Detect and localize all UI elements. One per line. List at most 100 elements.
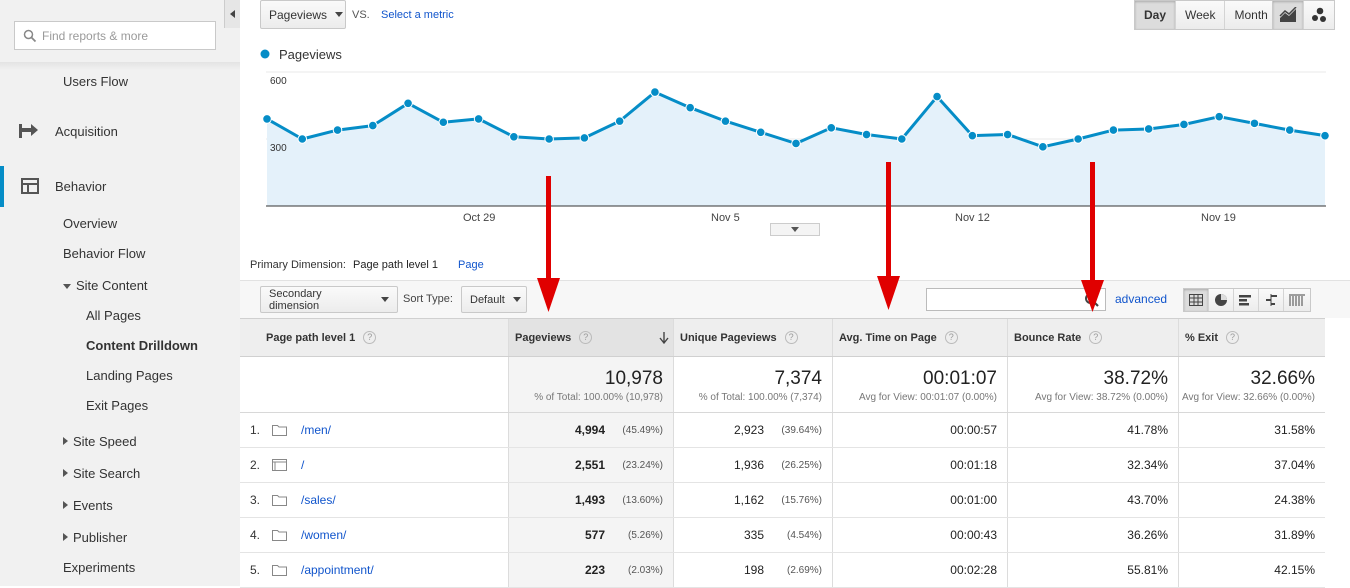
- advanced-filter-link[interactable]: advanced: [1115, 292, 1168, 306]
- data-view-button[interactable]: [1184, 289, 1209, 311]
- percentage-view-button[interactable]: [1209, 289, 1234, 311]
- data-point[interactable]: [509, 131, 519, 142]
- sort-type-dropdown[interactable]: Default: [461, 286, 527, 313]
- page-path-link[interactable]: /sales/: [301, 493, 336, 507]
- header-page-path[interactable]: Page path level 1?: [240, 319, 509, 356]
- sidebar-item-content-drilldown[interactable]: Content Drilldown: [86, 338, 198, 353]
- period-day-button[interactable]: Day: [1135, 1, 1177, 29]
- data-point[interactable]: [262, 114, 272, 124]
- sidebar-item-landing-pages[interactable]: Landing Pages: [86, 368, 173, 383]
- data-point[interactable]: [897, 134, 907, 144]
- header-pageviews[interactable]: Pageviews?: [509, 319, 674, 356]
- table-row[interactable]: 4. /women/577 (5.26%) 335 (4.54%) 00:00:43 36.…: [240, 518, 1325, 553]
- data-point[interactable]: [650, 87, 660, 97]
- metric-dropdown[interactable]: Pageviews: [260, 0, 346, 29]
- data-point[interactable]: [368, 120, 378, 131]
- data-point[interactable]: [297, 134, 308, 144]
- data-point[interactable]: [332, 125, 343, 135]
- header-label: Page path level 1: [266, 331, 356, 344]
- sidebar-item-site-content[interactable]: Site Content: [63, 278, 148, 293]
- exit-cell: 31.89%: [1179, 518, 1325, 552]
- data-point[interactable]: [1179, 119, 1189, 130]
- chart-expand-toggle[interactable]: [770, 223, 820, 236]
- select-metric-link[interactable]: Select a metric: [381, 9, 454, 21]
- performance-view-button[interactable]: [1234, 289, 1259, 311]
- sidebar-item-behavior[interactable]: Behavior: [55, 179, 107, 194]
- data-point[interactable]: [720, 116, 731, 126]
- data-point[interactable]: [614, 116, 625, 126]
- pageviews-value: 4,994: [574, 423, 605, 437]
- sidebar-item-publisher[interactable]: Publisher: [63, 530, 127, 545]
- search-input[interactable]: [42, 28, 212, 43]
- period-month-button[interactable]: Month: [1225, 1, 1277, 29]
- data-point[interactable]: [1108, 125, 1119, 135]
- table-row[interactable]: 2. / 2,551 (23.24%) 1,936 (26.25%) 00:01:18 32.…: [240, 448, 1325, 483]
- help-icon[interactable]: ?: [944, 331, 958, 344]
- pivot-view-button[interactable]: [1284, 289, 1310, 311]
- sidebar-item-users-flow[interactable]: Users Flow: [63, 74, 129, 89]
- report-search-box[interactable]: [14, 21, 216, 50]
- pageviews-cell: 1,493 (13.60%): [509, 483, 674, 517]
- secondary-dimension-dropdown[interactable]: Secondary dimension: [260, 286, 398, 313]
- data-point[interactable]: [1320, 130, 1330, 141]
- help-icon[interactable]: ?: [1226, 331, 1240, 344]
- table-filter-input[interactable]: [926, 288, 1106, 311]
- exit-value: 37.04%: [1274, 458, 1315, 472]
- sidebar-item-site-search[interactable]: Site Search: [63, 466, 140, 481]
- motion-chart-button[interactable]: [1304, 1, 1334, 29]
- header-exit[interactable]: % Exit?: [1179, 319, 1325, 356]
- data-point[interactable]: [403, 98, 413, 109]
- sidebar-item-exit-pages[interactable]: Exit Pages: [86, 398, 149, 413]
- period-week-button[interactable]: Week: [1176, 1, 1226, 29]
- folder-icon: [272, 495, 287, 506]
- pageviews-chart[interactable]: 600 300 Oct 29 Nov 5 Nov 12 Nov 19: [260, 62, 1335, 232]
- data-point[interactable]: [932, 91, 942, 102]
- page-path-link[interactable]: /: [301, 458, 305, 472]
- collapse-sidebar-button[interactable]: [224, 0, 240, 28]
- data-point[interactable]: [544, 134, 554, 144]
- data-point[interactable]: [861, 129, 872, 140]
- line-chart-button[interactable]: [1273, 1, 1304, 29]
- data-point[interactable]: [1284, 125, 1295, 135]
- help-icon[interactable]: ?: [363, 331, 377, 344]
- data-point[interactable]: [1038, 142, 1048, 152]
- help-icon[interactable]: ?: [784, 331, 798, 344]
- table-row[interactable]: 1. /men/4,994 (45.49%) 2,923 (39.64%) 00:00:5…: [240, 413, 1325, 448]
- header-avg-time[interactable]: Avg. Time on Page?: [833, 319, 1008, 356]
- avg-time-value: 00:01:18: [950, 458, 997, 472]
- sidebar-item-experiments[interactable]: Experiments: [63, 560, 136, 575]
- data-point[interactable]: [1214, 111, 1225, 122]
- data-point[interactable]: [1002, 129, 1013, 140]
- sidebar-item-acquisition[interactable]: Acquisition: [55, 124, 118, 139]
- data-point[interactable]: [473, 114, 484, 124]
- data-point[interactable]: [438, 117, 449, 128]
- header-unique-pageviews[interactable]: Unique Pageviews?: [674, 319, 833, 356]
- avg-time-value: 00:01:00: [950, 493, 997, 507]
- page-path-link[interactable]: /men/: [301, 423, 332, 437]
- help-icon[interactable]: ?: [579, 331, 593, 344]
- data-point[interactable]: [579, 133, 590, 143]
- sidebar-item-site-speed[interactable]: Site Speed: [63, 434, 137, 449]
- sidebar-item-behavior-flow[interactable]: Behavior Flow: [63, 246, 146, 261]
- data-point[interactable]: [1249, 118, 1260, 129]
- pageviews-value: 1,493: [574, 493, 605, 507]
- table-row[interactable]: 3. /sales/1,493 (13.60%) 1,162 (15.76%) 00:01…: [240, 483, 1325, 518]
- data-point[interactable]: [791, 138, 801, 149]
- sidebar-item-overview[interactable]: Overview: [63, 216, 118, 231]
- sidebar-item-all-pages[interactable]: All Pages: [86, 308, 141, 323]
- page-path-link[interactable]: /women/: [301, 528, 347, 542]
- data-point[interactable]: [1073, 134, 1083, 144]
- data-point[interactable]: [967, 130, 978, 141]
- search-icon: [23, 29, 37, 42]
- help-icon[interactable]: ?: [1089, 331, 1103, 344]
- primary-dimension-page-link[interactable]: Page: [458, 259, 484, 271]
- page-path-link[interactable]: /appointment/: [301, 563, 374, 577]
- sidebar-item-events[interactable]: Events: [63, 498, 113, 513]
- data-point[interactable]: [685, 102, 696, 113]
- header-bounce-rate[interactable]: Bounce Rate?: [1008, 319, 1179, 356]
- data-point[interactable]: [1143, 124, 1154, 134]
- data-point[interactable]: [755, 127, 766, 138]
- data-point[interactable]: [826, 123, 837, 133]
- comparison-view-button[interactable]: [1259, 289, 1284, 311]
- page-path-cell: 1. /men/: [240, 413, 509, 447]
